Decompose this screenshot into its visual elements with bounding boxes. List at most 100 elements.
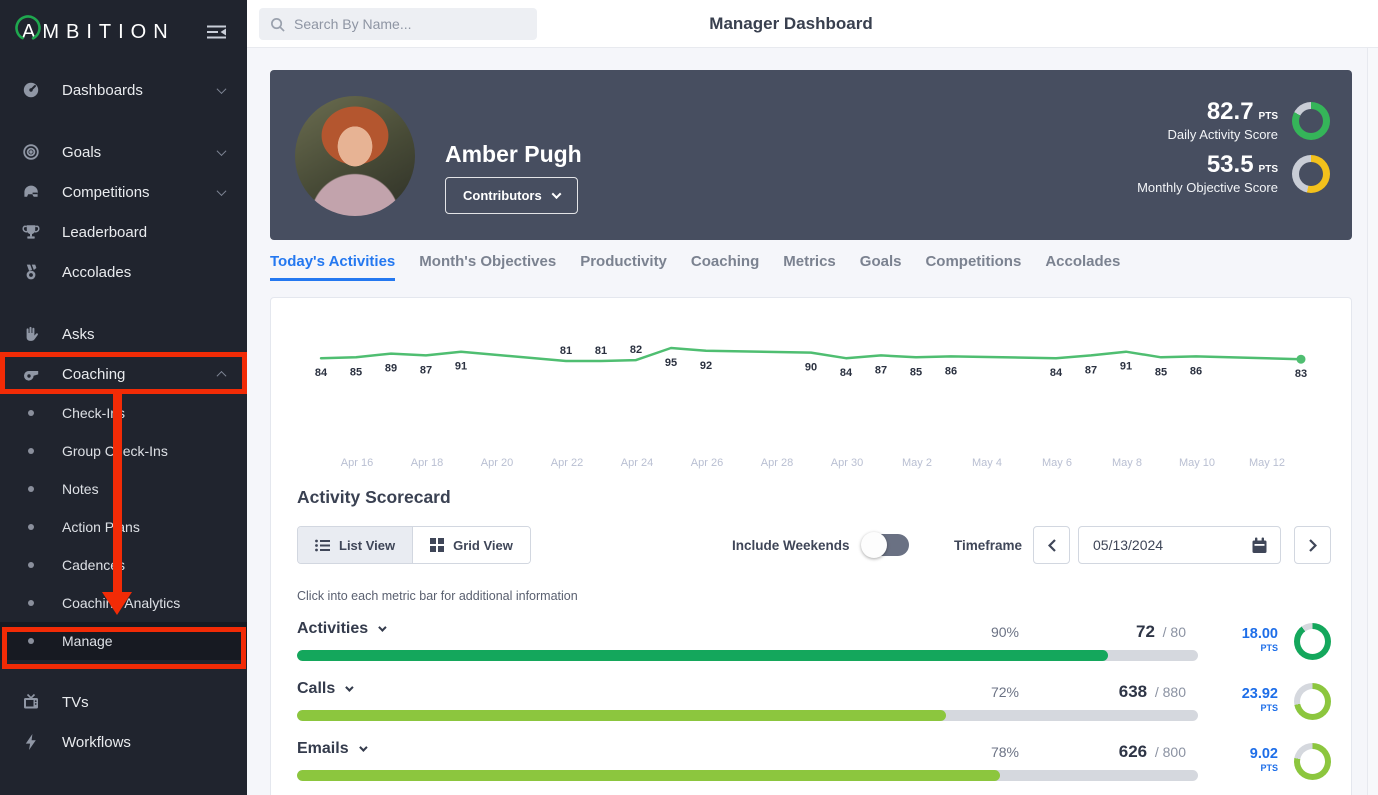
metric-name-calls[interactable]: Calls xyxy=(297,680,354,698)
sidebar-item-label: Coaching xyxy=(62,365,126,383)
avatar xyxy=(295,96,415,216)
calendar-icon xyxy=(1252,537,1267,553)
svg-text:Apr 24: Apr 24 xyxy=(621,457,653,469)
sidebar-item-asks[interactable]: Asks xyxy=(0,314,247,354)
list-view-button[interactable]: List View xyxy=(298,527,413,563)
sidebar-item-accolades[interactable]: Accolades xyxy=(0,252,247,292)
bullet-icon xyxy=(28,562,34,568)
metric-bar-fill xyxy=(297,770,1000,781)
score-label: Monthly Objective Score xyxy=(1137,180,1278,195)
svg-text:Apr 26: Apr 26 xyxy=(691,457,723,469)
activity-trend-chart: 84 85 89 87 91 81 81 82 95 92 90 84 87 85 86 84 87 91 85 86… xyxy=(271,298,1351,476)
chevron-left-icon xyxy=(1047,538,1056,552)
bullet-icon xyxy=(28,524,34,530)
metric-hint: Click into each metric bar for additiona… xyxy=(297,589,578,603)
sidebar-item-label: Accolades xyxy=(62,263,132,281)
sidebar-nav: Dashboards Goals Competitions Leaderboard Ac… xyxy=(0,70,247,762)
include-weekends-label: Include Weekends xyxy=(732,537,850,553)
sidebar-item-workflows[interactable]: Workflows xyxy=(0,722,247,762)
search-input[interactable]: Search By Name... xyxy=(259,8,537,40)
date-input[interactable]: 05/13/2024 xyxy=(1078,526,1281,564)
tab-metrics[interactable]: Metrics xyxy=(783,253,836,270)
sidebar-subitem-label: Notes xyxy=(62,481,99,497)
sidebar-subitem-label: Coaching Analytics xyxy=(62,595,181,611)
chevron-down-icon xyxy=(358,743,368,752)
sidebar-subitem-group-check-ins[interactable]: Group Check-Ins xyxy=(0,432,247,470)
svg-text:May 6: May 6 xyxy=(1042,457,1072,469)
profile-name: Amber Pugh xyxy=(445,141,582,167)
metric-bar-activities[interactable] xyxy=(297,650,1198,661)
sidebar-subitem-action-plans[interactable]: Action Plans xyxy=(0,508,247,546)
metric-donut xyxy=(1294,743,1331,780)
svg-text:87: 87 xyxy=(875,364,887,376)
toggle-knob xyxy=(860,532,887,558)
sidebar-item-tvs[interactable]: TVs xyxy=(0,682,247,722)
svg-text:89: 89 xyxy=(385,363,397,375)
trophy-icon xyxy=(22,223,40,241)
svg-text:85: 85 xyxy=(910,366,922,378)
sidebar-item-dashboards[interactable]: Dashboards xyxy=(0,70,247,110)
tab-goals[interactable]: Goals xyxy=(859,253,902,270)
activity-card: 84 85 89 87 91 81 81 82 95 92 90 84 87 85 86 84 87 91 85 86… xyxy=(270,297,1352,795)
svg-text:85: 85 xyxy=(350,366,362,378)
search-placeholder: Search By Name... xyxy=(294,16,412,32)
sidebar-item-leaderboard[interactable]: Leaderboard xyxy=(0,212,247,252)
logo-letter-a: A xyxy=(15,14,42,44)
metric-bar-emails[interactable] xyxy=(297,770,1198,781)
sidebar-subitem-coaching-analytics[interactable]: Coaching Analytics xyxy=(0,584,247,622)
sidebar-subitem-label: Action Plans xyxy=(62,519,140,535)
ambition-logo[interactable]: A MBITION xyxy=(15,14,175,44)
chevron-up-icon xyxy=(216,370,227,381)
sidebar-item-label: Workflows xyxy=(62,733,131,751)
svg-text:Apr 30: Apr 30 xyxy=(831,457,863,469)
sidebar-subitem-manage[interactable]: Manage xyxy=(0,622,247,660)
tab-month-s-objectives[interactable]: Month's Objectives xyxy=(419,253,557,270)
topbar: Search By Name... Manager Dashboard xyxy=(247,0,1378,48)
score-donut xyxy=(1292,155,1330,193)
scorecard-title: Activity Scorecard xyxy=(297,487,451,507)
metric-percent: 72% xyxy=(990,684,1019,700)
metric-row-calls: Calls 72% 638 / 880 23.92 PTS xyxy=(297,673,1331,733)
metric-bar-calls[interactable] xyxy=(297,710,1198,721)
bullet-icon xyxy=(28,410,34,416)
sidebar-subitem-notes[interactable]: Notes xyxy=(0,470,247,508)
chevron-down-icon xyxy=(345,683,354,692)
metric-goal: / 80 xyxy=(1162,624,1186,640)
lightning-icon xyxy=(22,733,40,751)
svg-text:Apr 20: Apr 20 xyxy=(481,457,513,469)
score-row-daily-activity-score: 82.7 PTS Daily Activity Score xyxy=(1167,100,1330,142)
grid-view-button[interactable]: Grid View xyxy=(412,527,530,563)
dashboard-tabs: Today's Activities Month's Objectives Prod… xyxy=(270,253,1120,281)
helmet-icon xyxy=(22,183,40,201)
timeframe-next-button[interactable] xyxy=(1294,526,1331,564)
scrollbar[interactable] xyxy=(1367,48,1378,795)
include-weekends-toggle[interactable] xyxy=(860,532,909,558)
sidebar-collapse-icon[interactable] xyxy=(206,24,227,40)
metric-name-emails[interactable]: Emails xyxy=(297,740,368,758)
tab-accolades[interactable]: Accolades xyxy=(1045,253,1121,270)
timeframe-control: Timeframe 05/13/2024 xyxy=(954,526,1331,564)
sidebar-item-goals[interactable]: Goals xyxy=(0,132,247,172)
sidebar-subitem-cadences[interactable]: Cadences xyxy=(0,546,247,584)
tab-productivity[interactable]: Productivity xyxy=(580,253,667,270)
gauge-icon xyxy=(22,81,40,99)
tab-today-s-activities[interactable]: Today's Activities xyxy=(270,253,396,281)
tab-coaching[interactable]: Coaching xyxy=(690,253,760,270)
svg-text:86: 86 xyxy=(945,365,957,377)
svg-text:81: 81 xyxy=(560,345,572,357)
score-value: 82.7 PTS xyxy=(1206,98,1278,125)
metric-value: 72 / 80 xyxy=(1136,622,1186,641)
tab-competitions[interactable]: Competitions xyxy=(925,253,1022,270)
contributors-dropdown-button[interactable]: Contributors xyxy=(445,177,578,214)
sidebar-item-coaching[interactable]: Coaching xyxy=(0,354,247,394)
metric-name-activities[interactable]: Activities xyxy=(297,620,387,638)
sidebar-item-competitions[interactable]: Competitions xyxy=(0,172,247,212)
chevron-down-icon xyxy=(216,145,227,156)
metric-percent: 78% xyxy=(990,744,1019,760)
sidebar-subitem-check-ins[interactable]: Check-Ins xyxy=(0,394,247,432)
main-content: Amber Pugh Contributors 82.7 PTS Daily Ac… xyxy=(247,48,1378,795)
timeframe-prev-button[interactable] xyxy=(1033,526,1070,564)
sidebar-item-label: TVs xyxy=(62,693,89,711)
svg-text:Apr 16: Apr 16 xyxy=(341,457,373,469)
metric-row-emails: Emails 78% 626 / 800 9.02 PTS xyxy=(297,733,1331,793)
